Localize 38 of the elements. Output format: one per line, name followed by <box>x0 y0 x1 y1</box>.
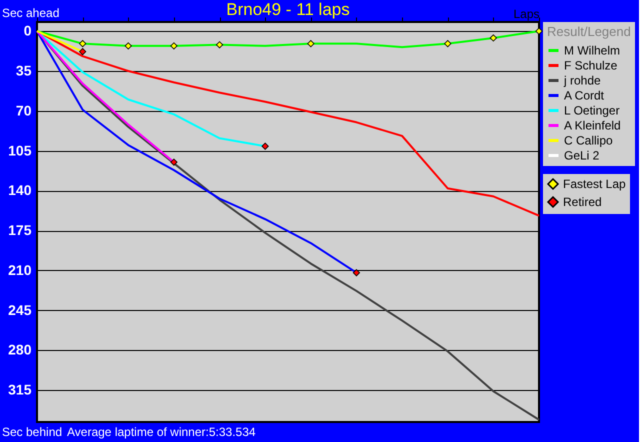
legend-label: j rohde <box>563 74 602 88</box>
point <box>262 142 269 150</box>
point <box>535 28 543 35</box>
x-axis-title: Laps <box>513 7 540 21</box>
point <box>444 40 452 48</box>
point <box>490 34 497 42</box>
text: Average laptime of winner:5:33.534 <box>67 425 256 439</box>
y-tick-label: 280 <box>8 342 32 358</box>
legend-label: Fastest Lap <box>563 177 626 191</box>
legend-label: GeLi 2 <box>564 148 600 162</box>
point <box>170 158 178 166</box>
chart-title: Brno49 - 11 laps <box>226 0 350 19</box>
y-tick-label: 105 <box>8 142 32 158</box>
text: Sec ahead <box>2 6 60 20</box>
y-tick-label: 315 <box>8 382 32 398</box>
y-tick-label: 245 <box>8 302 32 318</box>
y-tick-label: 140 <box>8 182 32 198</box>
legend-label: Retired <box>563 195 602 209</box>
legend-label: A Cordt <box>564 88 605 102</box>
text: Sec behind <box>2 425 62 439</box>
point <box>170 42 178 50</box>
point <box>79 40 86 48</box>
y-tick-label: 175 <box>8 222 32 238</box>
legend-label: A Kleinfeld <box>564 118 621 132</box>
legend-label: M Wilhelm <box>564 44 620 58</box>
y-tick-label: 70 <box>16 102 32 118</box>
point <box>216 41 224 48</box>
y-tick-label: 210 <box>8 262 32 278</box>
legend-label: F Schulze <box>564 58 618 72</box>
legend-label: C Callipo <box>564 134 614 148</box>
point <box>352 269 360 276</box>
y-tick-label: 35 <box>16 62 32 79</box>
y-tick-label: 0 <box>24 22 32 39</box>
point <box>124 42 132 50</box>
legend-label: L Oetinger <box>564 104 620 118</box>
point <box>307 40 314 48</box>
legend-title: Result/Legend <box>547 24 631 39</box>
point <box>79 48 86 56</box>
